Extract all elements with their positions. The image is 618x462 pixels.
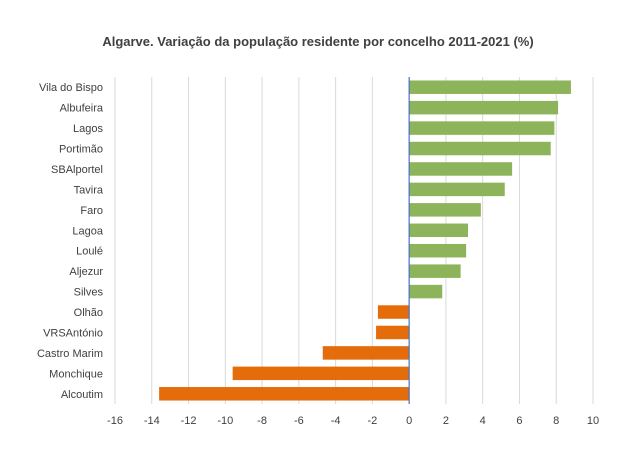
bar — [409, 141, 551, 156]
bar — [409, 284, 443, 299]
bar — [232, 366, 410, 381]
bar-layer — [159, 80, 571, 401]
category-label: Tavira — [74, 184, 104, 196]
category-labels: Vila do Bispo Albufeira Lagos Portimão SBAlp… — [37, 82, 104, 401]
x-tick-label: -4 — [331, 415, 341, 427]
bar — [376, 325, 410, 340]
category-label: Olhão — [74, 307, 103, 319]
category-label: VRSAntónio — [43, 327, 103, 339]
bar — [409, 203, 481, 217]
bar — [409, 100, 559, 115]
x-tick-label: -8 — [257, 415, 267, 427]
x-tick-label: 0 — [406, 415, 412, 427]
x-tick-label: 8 — [553, 415, 559, 427]
x-tick-label: 4 — [480, 415, 486, 427]
x-tick-label: 2 — [443, 415, 449, 427]
x-tick-label: -14 — [144, 415, 160, 427]
x-tick-label: 10 — [587, 415, 599, 427]
category-label: Loulé — [76, 246, 103, 258]
bar — [409, 121, 555, 135]
category-label: Lagos — [73, 123, 103, 135]
x-tick-label: -16 — [107, 415, 123, 427]
category-label: Alcoutim — [61, 389, 103, 401]
x-tick-label: -10 — [217, 415, 233, 427]
category-label: SBAlportel — [51, 164, 103, 176]
x-tick-label: -6 — [294, 415, 304, 427]
bar — [377, 305, 410, 319]
bar — [409, 162, 513, 176]
category-label: Monchique — [49, 368, 103, 380]
bar — [159, 387, 410, 401]
bar — [409, 264, 461, 278]
bar — [409, 243, 467, 258]
category-label: Lagoa — [72, 225, 103, 237]
chart-title: Algarve. Variação da população residente… — [102, 34, 533, 49]
x-tick-labels: -16 -14 -12 -10 -8 -6 -4 -2 0 2 4 6 8 10 — [107, 415, 599, 427]
x-tick-label: 6 — [516, 415, 522, 427]
category-label: Portimão — [59, 144, 103, 156]
bar — [409, 80, 571, 94]
category-label: Castro Marim — [37, 348, 103, 360]
category-label: Faro — [80, 205, 103, 217]
category-label: Aljezur — [69, 266, 103, 278]
bar — [322, 346, 410, 360]
x-tick-label: -2 — [367, 415, 377, 427]
category-label: Silves — [74, 287, 104, 299]
category-label: Albufeira — [60, 103, 104, 115]
category-label: Vila do Bispo — [39, 82, 103, 94]
bar — [409, 182, 505, 197]
x-tick-label: -12 — [181, 415, 197, 427]
bar — [409, 223, 468, 238]
